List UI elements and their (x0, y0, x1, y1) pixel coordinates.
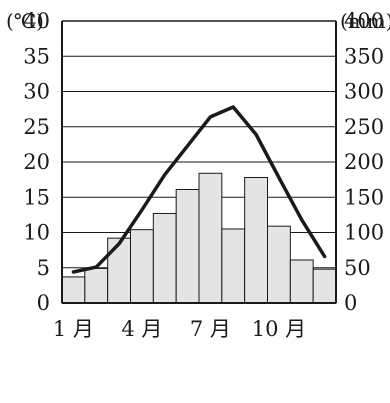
x-tick-label: 1 月 (53, 317, 94, 341)
right-tick-label: 300 (344, 80, 384, 104)
left-tick-label: 10 (23, 221, 50, 245)
right-axis-unit: (mm) (340, 9, 390, 33)
left-tick-label: 5 (37, 256, 50, 280)
right-tick-label: 400 (344, 9, 384, 33)
axis-labels: (℃) (mm) 0510152025303540050100150200250… (6, 9, 390, 341)
precip-bar-4 (130, 229, 154, 304)
right-tick-label: 50 (344, 256, 371, 280)
precip-bar-11 (289, 259, 314, 304)
left-tick-label: 0 (37, 291, 50, 315)
left-tick-label: 40 (23, 9, 50, 33)
precip-bar-2 (84, 267, 109, 304)
plot-frame (61, 20, 337, 304)
x-tick-label: 7 月 (190, 317, 231, 341)
left-tick-label: 30 (23, 80, 50, 104)
x-tick-label: 10 月 (252, 317, 306, 341)
precip-bar-8 (221, 228, 246, 304)
temperature-line (71, 105, 327, 274)
precip-bar-3 (107, 237, 131, 304)
precip-bar-9 (244, 177, 269, 304)
precip-bar-12 (312, 268, 337, 304)
left-tick-label: 20 (23, 150, 50, 174)
right-tick-label: 350 (344, 44, 384, 68)
right-tick-label: 200 (344, 150, 384, 174)
right-tick-label: 150 (344, 185, 384, 209)
left-tick-label: 15 (23, 185, 50, 209)
temperature-polyline (71, 105, 327, 274)
precipitation-bars (61, 172, 337, 304)
precip-bar-5 (152, 212, 177, 304)
right-tick-label: 250 (344, 115, 384, 139)
precip-bar-6 (175, 188, 200, 304)
left-tick-label: 25 (23, 115, 50, 139)
left-axis-unit: (℃) (6, 9, 44, 33)
right-tick-label: 100 (344, 221, 384, 245)
right-tick-label: 0 (344, 291, 357, 315)
left-tick-label: 35 (23, 44, 50, 68)
x-tick-label: 4 月 (121, 317, 162, 341)
precip-bar-7 (198, 172, 223, 304)
precip-bar-10 (267, 225, 291, 304)
precip-bar-1 (61, 276, 86, 304)
